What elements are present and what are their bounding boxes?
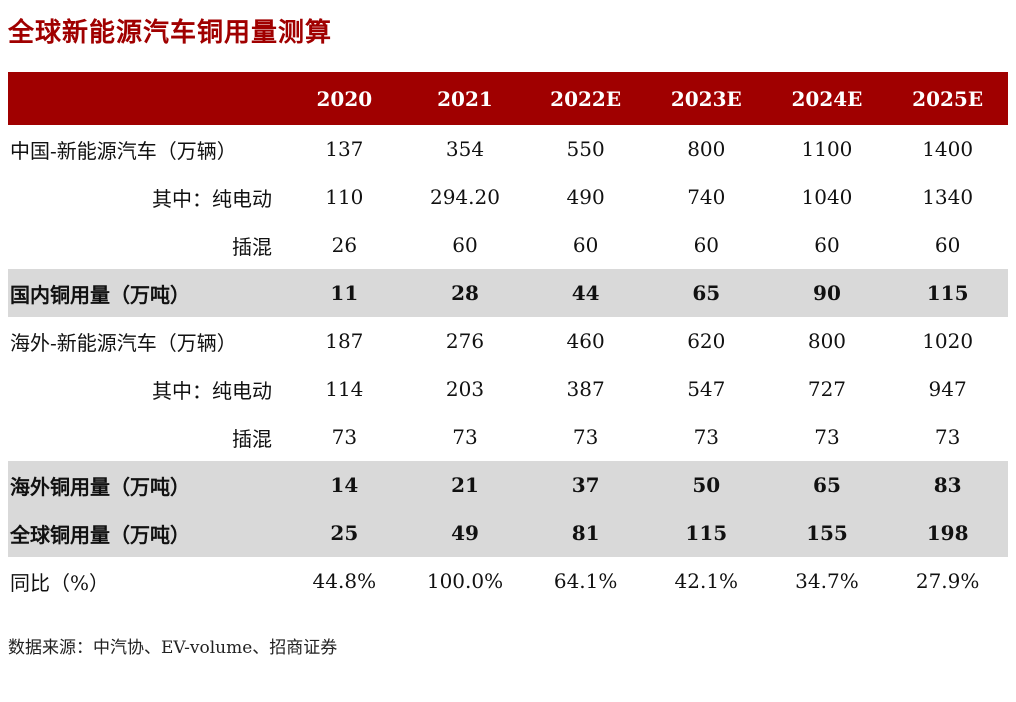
row-label: 插混 [232, 234, 272, 259]
table-cell: 44.8% [312, 569, 377, 593]
table-cell: 800 [807, 329, 847, 353]
table-cell: 65 [645, 269, 767, 317]
table-row-china-bev: 其中：纯电动 110 294.20 490 740 1040 1340 [8, 173, 1008, 221]
table-cell: 550 [566, 137, 605, 161]
table-cell: 137 [325, 137, 364, 161]
table-cell: 740 [687, 185, 726, 209]
table-row-china-phev: 插混 26 60 60 60 60 60 [8, 221, 1008, 269]
table-cell: 73 [452, 425, 478, 449]
table-cell: 60 [693, 233, 720, 257]
table-row-overseas-nev: 海外-新能源汽车（万辆） 187 276 460 620 800 1020 [8, 317, 1008, 365]
table-row-yoy: 同比（%） 44.8% 100.0% 64.1% 42.1% 34.7% 27.… [8, 557, 1008, 605]
column-header-2022e: 2022E [525, 72, 646, 125]
table-cell: 387 [566, 377, 605, 401]
row-label: 国内铜用量（万吨） [8, 269, 284, 317]
table-cell: 460 [566, 329, 605, 353]
table-cell: 1340 [922, 185, 974, 209]
table-cell: 187 [325, 329, 364, 353]
table-cell: 800 [687, 137, 726, 161]
row-label: 其中：纯电动 [152, 378, 272, 403]
row-label: 插混 [232, 426, 272, 451]
column-header-label [8, 72, 284, 125]
table-cell: 1400 [922, 137, 974, 161]
row-label: 全球铜用量（万吨） [8, 509, 284, 557]
table-cell: 354 [445, 137, 485, 161]
table-cell: 37 [525, 461, 646, 509]
row-label: 海外铜用量（万吨） [8, 461, 284, 509]
table-cell: 198 [887, 509, 1008, 557]
table-cell: 1040 [801, 185, 853, 209]
table-cell: 115 [887, 269, 1008, 317]
table-cell: 65 [766, 461, 888, 509]
table-row-overseas-bev: 其中：纯电动 114 203 387 547 727 947 [8, 365, 1008, 413]
column-header-2023e: 2023E [645, 72, 767, 125]
table-row-overseas-copper: 海外铜用量（万吨） 14 21 37 50 65 83 [8, 461, 1008, 509]
table-cell: 81 [525, 509, 646, 557]
data-source-note: 数据来源：中汽协、EV-volume、招商证券 [8, 638, 338, 658]
table-cell: 83 [887, 461, 1008, 509]
table-cell: 60 [814, 233, 840, 257]
table-cell: 50 [645, 461, 767, 509]
table-cell: 26 [331, 233, 358, 257]
table-cell: 21 [404, 461, 526, 509]
table-cell: 73 [934, 425, 961, 449]
column-header-2021: 2021 [404, 72, 526, 125]
table-cell: 1100 [801, 137, 853, 161]
table-cell: 947 [928, 377, 967, 401]
table-cell: 14 [284, 461, 405, 509]
row-label: 同比（%） [10, 570, 110, 595]
copper-usage-table: 2020 2021 2022E 2023E 2024E 2025E 中国-新能源… [8, 72, 1008, 605]
table-row-overseas-phev: 插混 73 73 73 73 73 73 [8, 413, 1008, 461]
row-label: 中国-新能源汽车（万辆） [10, 138, 237, 163]
table-cell: 60 [572, 233, 599, 257]
table-cell: 294.20 [429, 185, 500, 209]
row-label: 其中：纯电动 [152, 186, 272, 211]
table-cell: 44 [525, 269, 646, 317]
table-cell: 73 [572, 425, 599, 449]
table-cell: 34.7% [795, 569, 859, 593]
table-cell: 114 [325, 377, 364, 401]
row-label: 海外-新能源汽车（万辆） [10, 330, 237, 355]
table-cell: 115 [645, 509, 767, 557]
table-cell: 155 [766, 509, 888, 557]
table-cell: 547 [687, 377, 726, 401]
table-cell: 90 [766, 269, 888, 317]
table-row-global-copper: 全球铜用量（万吨） 25 49 81 115 155 198 [8, 509, 1008, 557]
column-header-2020: 2020 [284, 72, 405, 125]
table-row-domestic-copper: 国内铜用量（万吨） 11 28 44 65 90 115 [8, 269, 1008, 317]
column-header-2025e: 2025E [887, 72, 1008, 125]
table-cell: 110 [325, 185, 364, 209]
table-cell: 27.9% [915, 569, 980, 593]
table-cell: 727 [807, 377, 847, 401]
table-cell: 64.1% [553, 569, 618, 593]
table-header-row: 2020 2021 2022E 2023E 2024E 2025E [8, 72, 1008, 125]
report-page: 全球新能源汽车铜用量测算 2020 2021 2022E 2023E 2024E… [8, 18, 1008, 658]
table-cell: 490 [566, 185, 605, 209]
table-cell: 73 [331, 425, 358, 449]
table-cell: 49 [404, 509, 526, 557]
table-cell: 1020 [922, 329, 974, 353]
table-row-china-nev: 中国-新能源汽车（万辆） 137 354 550 800 1100 1400 [8, 125, 1008, 173]
table-cell: 203 [445, 377, 485, 401]
table-cell: 60 [452, 233, 478, 257]
table-cell: 73 [814, 425, 840, 449]
table-cell: 60 [934, 233, 961, 257]
table-cell: 276 [445, 329, 485, 353]
table-cell: 28 [404, 269, 526, 317]
table-cell: 73 [693, 425, 720, 449]
table-cell: 42.1% [674, 569, 739, 593]
table-cell: 100.0% [426, 569, 504, 593]
table-cell: 620 [687, 329, 726, 353]
page-title: 全球新能源汽车铜用量测算 [8, 18, 333, 48]
table-cell: 11 [284, 269, 405, 317]
table-cell: 25 [284, 509, 405, 557]
column-header-2024e: 2024E [766, 72, 888, 125]
